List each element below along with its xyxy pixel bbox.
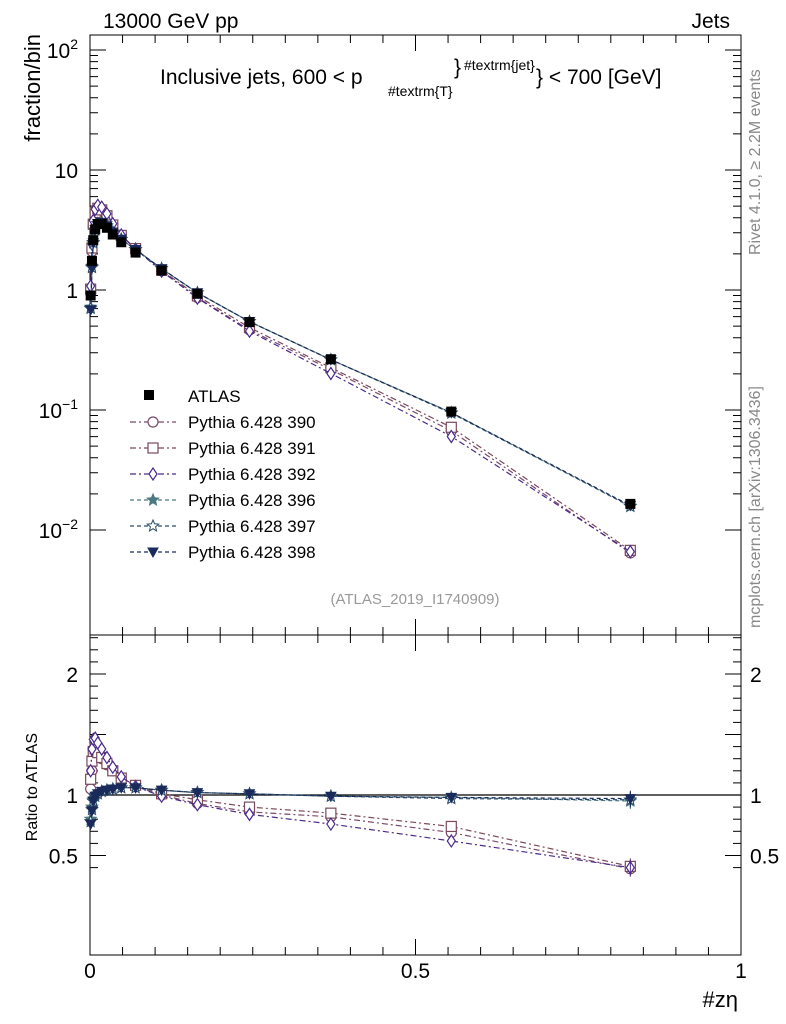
x-tick-label: 0 (84, 960, 96, 983)
main-series-line-3 (90, 221, 631, 508)
main-series-line-1 (90, 207, 631, 551)
y-axis-label-main: fraction/bin (20, 34, 45, 142)
legend-label-atlas: ATLAS (188, 387, 241, 406)
main-y-tick-label: 1 (66, 280, 78, 303)
main-series-line-0 (90, 208, 631, 554)
main-point-series-2 (446, 429, 457, 444)
ratio-series-group (83, 731, 638, 877)
main-series-line-2 (90, 204, 631, 553)
ratio-point-series-5 (191, 788, 204, 799)
ratio-point-series-2 (87, 741, 97, 757)
atlas-data-point (244, 317, 255, 328)
legend-label-3: Pythia 6.428 396 (188, 491, 316, 510)
legend-label-4: Pythia 6.428 397 (188, 517, 316, 536)
atlas-data-point (96, 218, 107, 229)
ratio-point-series-5 (325, 791, 337, 803)
title-superscript: #textrm{jet} (464, 57, 535, 73)
main-point-series-2 (244, 324, 255, 339)
ratio-y-tick-label-left: 1 (66, 785, 78, 808)
ratio-series-line-0 (90, 754, 631, 870)
main-point-series-2 (96, 200, 107, 215)
ratio-point-series-5 (129, 783, 142, 794)
main-y-tick-label: 10 (55, 160, 78, 183)
collision-label: 13000 GeV pp (103, 10, 238, 33)
x-tick-label: 0.5 (401, 960, 430, 983)
x-tick-label: 1 (735, 960, 747, 983)
ratio-series-line-4 (90, 787, 631, 822)
y-axis-label-ratio: Ratio to ATLAS (24, 733, 41, 841)
analysis-id-label: (ATLAS_2019_I1740909) (330, 591, 499, 608)
atlas-data-point (156, 265, 167, 276)
ratio-point-series-5 (84, 819, 97, 831)
atlas-data-point (85, 290, 96, 301)
ratio-y-tick-label-left: 2 (66, 664, 78, 687)
main-point-series-5 (84, 305, 97, 316)
main-y-tick-label: 10−1 (39, 396, 79, 423)
axis-ticks: 102 10 1 10−1 10−2 0 0.5 1 2 2 1 1 0.5 0.5 (39, 35, 779, 983)
chart-title: Inclusive jets, 600 < p #textrm{T} } #te… (160, 56, 662, 99)
ratio-point-series-5 (86, 806, 98, 817)
legend-label-1: Pythia 6.428 391 (188, 439, 316, 458)
legend-marker-3 (146, 492, 160, 506)
title-brace: } (454, 56, 461, 79)
ratio-point-series-5 (155, 785, 168, 797)
ratio-y-tick-label-left: 0.5 (49, 846, 78, 869)
title-subscript: #textrm{T} (388, 83, 453, 99)
atlas-data-point (446, 406, 457, 417)
atlas-data-point (625, 498, 636, 509)
ratio-point-series-2 (85, 763, 96, 778)
ratio-point-series-2 (102, 750, 112, 765)
ratio-point-series-5 (445, 792, 458, 804)
ratio-point-series-2 (192, 797, 203, 812)
ratio-point-series-2 (446, 833, 457, 849)
ratio-y-tick-label-right: 1 (750, 785, 762, 808)
legend-label-5: Pythia 6.428 398 (188, 543, 316, 562)
ratio-point-series-5 (115, 783, 128, 794)
legend-marker-5 (147, 547, 159, 559)
atlas-data-point (107, 229, 118, 240)
ratio-point-series-1 (325, 807, 337, 819)
ratio-y-tick-label-right: 2 (750, 664, 762, 687)
ratio-series-line-3 (90, 787, 631, 820)
atlas-data-point (192, 288, 203, 299)
ratio-point-series-2 (96, 741, 107, 757)
ratio-point-series-2 (244, 807, 255, 822)
legend-marker-atlas (144, 390, 154, 400)
rivet-version-label: Rivet 4.1.0, ≥ 2.2M events (747, 69, 764, 255)
main-y-tick-label: 10−2 (39, 516, 79, 543)
main-series-line-5 (90, 221, 631, 507)
x-axis-label: #zη (703, 987, 738, 1012)
ratio-point-series-1 (445, 820, 457, 833)
ratio-series-line-1 (90, 748, 631, 867)
legend-label-2: Pythia 6.428 392 (188, 465, 316, 484)
atlas-data-point (116, 237, 127, 248)
ratio-point-series-5 (106, 784, 119, 795)
title-tail: } < 700 [GeV] (536, 66, 662, 89)
atlas-data-point (90, 224, 101, 235)
legend-marker-2 (148, 466, 158, 482)
main-point-series-2 (625, 544, 636, 559)
main-series-group (83, 198, 638, 559)
legend: ATLAS Pythia 6.428 390 Pythia 6.428 391 Pyt… (130, 387, 316, 562)
legend-marker-4 (146, 518, 160, 532)
legend-marker-1 (147, 442, 159, 454)
atlas-data-point (86, 255, 97, 266)
legend-label-0: Pythia 6.428 390 (188, 413, 316, 432)
main-point-series-2 (326, 366, 336, 381)
ratio-point-series-2 (108, 760, 118, 775)
process-label: Jets (691, 10, 730, 33)
mcplots-label: mcplots.cern.ch [arXiv:1306.3436] (747, 386, 764, 628)
ratio-y-tick-label-right: 0.5 (750, 846, 779, 869)
title-main: Inclusive jets, 600 < p (160, 66, 363, 89)
ratio-point-series-5 (243, 789, 256, 800)
ratio-point-series-2 (326, 816, 336, 832)
ratio-series-line-5 (90, 787, 631, 825)
atlas-data-point (101, 222, 112, 233)
atlas-data-point (130, 247, 141, 258)
main-y-tick-label: 102 (47, 36, 78, 63)
atlas-data-point (325, 354, 336, 365)
atlas-data-point (88, 235, 99, 246)
legend-marker-0 (147, 416, 159, 428)
